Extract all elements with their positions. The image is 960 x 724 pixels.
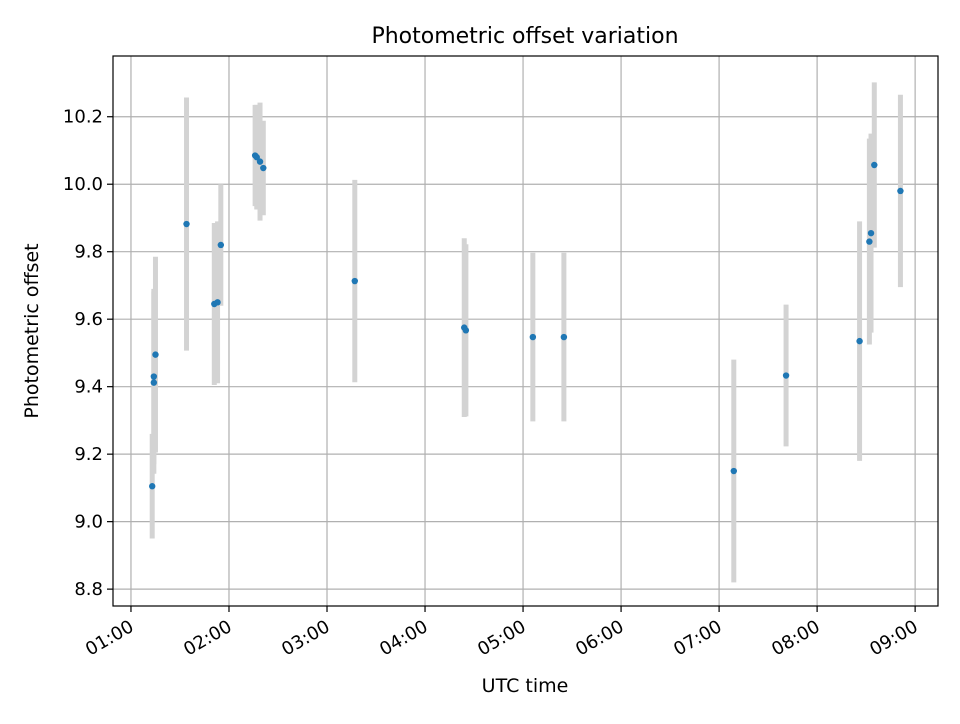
data-point <box>260 164 267 172</box>
data-point <box>782 372 790 379</box>
data-point <box>351 277 358 285</box>
data-points <box>149 152 904 490</box>
data-point <box>150 373 158 380</box>
data-point <box>529 333 537 341</box>
x-axis-ticks: 01:00 02:00 03:00 04:00 05:00 06:00 07:00 08:00… <box>82 606 922 660</box>
x-tick-label: 05:00 <box>474 616 529 660</box>
data-point <box>152 351 159 358</box>
data-point <box>462 327 470 334</box>
y-tick-label: 9.6 <box>74 309 103 330</box>
grid-lines <box>113 56 938 606</box>
data-point <box>897 187 904 195</box>
x-tick-label: 03:00 <box>278 616 333 660</box>
y-tick-label: 9.2 <box>74 444 103 465</box>
data-point <box>256 158 264 165</box>
y-tick-label: 10.0 <box>63 174 103 195</box>
y-axis-label: Photometric offset <box>21 243 43 418</box>
data-point <box>560 333 568 341</box>
x-tick-label: 02:00 <box>180 616 235 660</box>
data-point <box>856 337 863 345</box>
y-axis-ticks: 8.8 9.0 9.2 9.4 9.6 9.8 10.0 10.2 <box>63 107 113 600</box>
data-point <box>183 220 190 228</box>
data-point <box>867 229 875 237</box>
x-axis-label: UTC time <box>482 675 569 697</box>
data-point <box>217 241 225 249</box>
x-tick-label: 08:00 <box>768 616 823 660</box>
data-point <box>871 161 878 169</box>
plot-frame <box>112 55 939 607</box>
x-tick-label: 06:00 <box>572 616 627 660</box>
data-point <box>866 238 873 245</box>
x-tick-label: 09:00 <box>866 616 921 660</box>
error-bars <box>149 82 903 583</box>
y-tick-label: 9.4 <box>74 377 103 398</box>
x-tick-label: 01:00 <box>82 616 137 660</box>
y-tick-label: 8.8 <box>74 579 103 600</box>
x-tick-label: 04:00 <box>376 616 431 660</box>
data-point <box>253 154 260 161</box>
data-point <box>150 379 158 386</box>
data-point <box>149 483 156 490</box>
data-point <box>730 467 737 475</box>
data-point <box>214 299 221 306</box>
x-tick-label: 07:00 <box>670 616 725 660</box>
y-tick-label: 9.8 <box>74 242 103 263</box>
y-tick-label: 9.0 <box>74 512 103 533</box>
y-tick-label: 10.2 <box>63 107 103 128</box>
chart-title: Photometric offset variation <box>371 24 678 49</box>
